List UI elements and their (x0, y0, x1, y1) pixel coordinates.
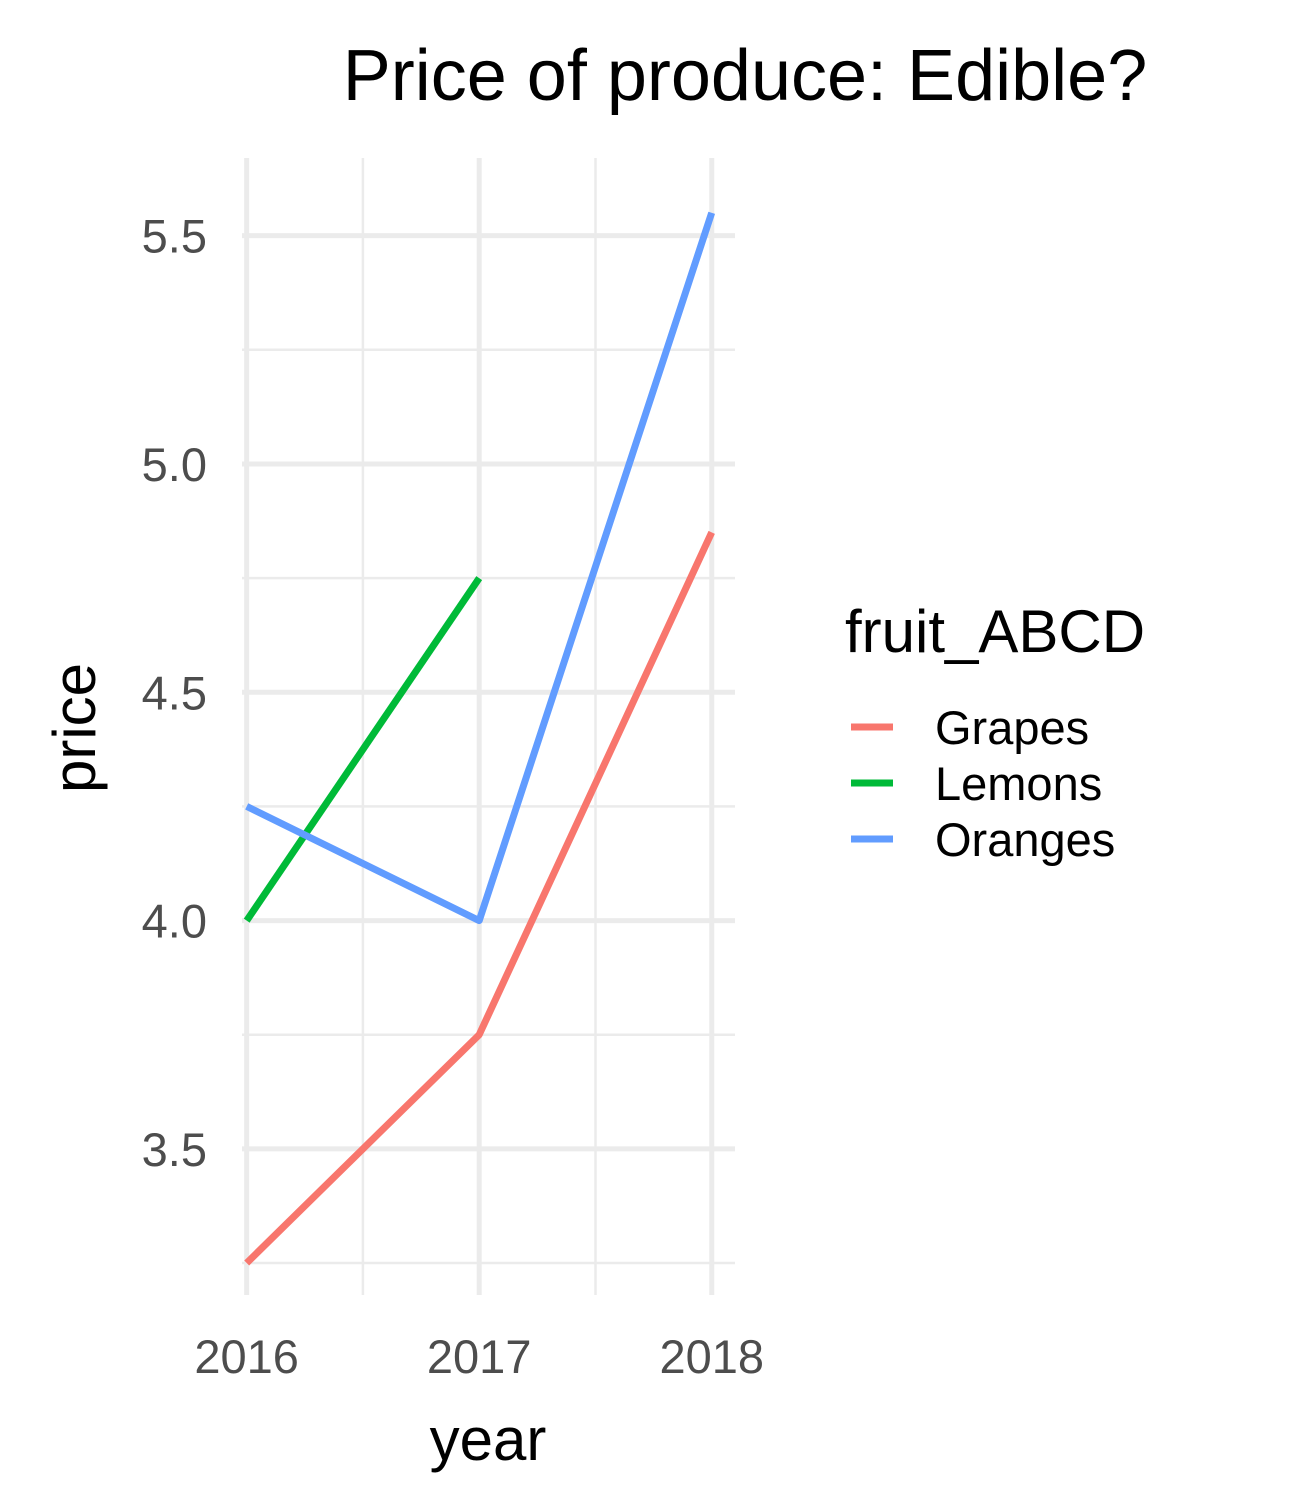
x-tick-label: 2018 (659, 1330, 764, 1383)
minor-gridlines (242, 158, 735, 1295)
y-tick-label: 4.5 (142, 666, 207, 719)
series-line-oranges (245, 211, 716, 925)
series-line-grapes (244, 530, 715, 1266)
x-axis-ticks: 2016 2017 2018 (194, 1330, 764, 1383)
x-tick-label: 2017 (427, 1330, 532, 1383)
x-tick-label: 2016 (194, 1330, 299, 1383)
major-gridlines (242, 158, 735, 1295)
y-tick-label: 5.5 (142, 210, 207, 263)
chart-title: Price of produce: Edible? (343, 36, 1147, 116)
y-tick-label: 3.5 (142, 1123, 207, 1176)
legend-label-oranges: Oranges (935, 813, 1115, 866)
series-lines (243, 211, 716, 1266)
legend-title: fruit_ABCD (845, 598, 1145, 665)
y-axis-ticks: 3.5 4.0 4.5 5.0 5.5 (142, 210, 207, 1176)
y-tick-label: 4.0 (142, 895, 207, 948)
y-axis-title: price (41, 663, 108, 793)
legend-label-lemons: Lemons (935, 757, 1102, 810)
x-axis-title: year (430, 1406, 547, 1473)
y-tick-label: 5.0 (142, 438, 207, 491)
series-line-lemons (243, 576, 483, 923)
legend-label-grapes: Grapes (935, 701, 1089, 754)
